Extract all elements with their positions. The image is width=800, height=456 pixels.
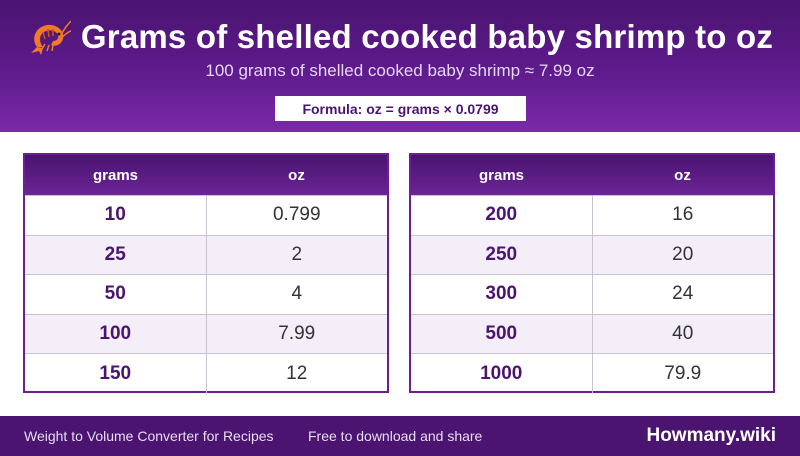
table-header: grams oz (25, 155, 387, 195)
grams-cell: 250 (411, 235, 593, 275)
footer-tagline: Free to download and share (308, 428, 483, 444)
footer-brand-logo[interactable]: Howmany.wiki (646, 425, 776, 446)
grams-cell: 300 (411, 275, 593, 314)
column-header-grams: grams (478, 166, 525, 184)
page-subtitle: 100 grams of shelled cooked baby shrimp … (205, 61, 595, 80)
table-row: 10 0.799 (25, 195, 387, 235)
oz-cell: 16 (672, 204, 694, 226)
column-header-oz: oz (674, 166, 691, 184)
grams-cell: 200 (411, 196, 593, 235)
grams-cell: 10 (25, 196, 207, 235)
table-row: 50 4 (25, 274, 387, 314)
conversion-table-right: grams oz 200 16 250 20 300 24 500 40 100… (409, 153, 775, 393)
title-row: Grams of shelled cooked baby shrimp to o… (0, 12, 800, 62)
table-row: 25 2 (25, 234, 387, 275)
grams-cell: 100 (25, 314, 207, 354)
grams-cell: 25 (25, 235, 207, 275)
conversion-table-left: grams oz 10 0.799 25 2 50 4 100 7.99 150… (23, 153, 389, 393)
footer-bar: Weight to Volume Converter for Recipes F… (0, 416, 800, 456)
table-header: grams oz (411, 155, 773, 195)
table-row: 300 24 (411, 274, 773, 314)
table-row: 150 12 (25, 353, 387, 393)
table-row: 100 7.99 (25, 313, 387, 354)
oz-cell: 20 (672, 243, 694, 265)
formula-box: Formula: oz = grams × 0.0799 (275, 96, 526, 121)
shrimp-icon (30, 20, 71, 55)
footer-app-link[interactable]: Weight to Volume Converter for Recipes (24, 428, 274, 444)
oz-cell: 40 (672, 323, 694, 345)
page-title: Grams of shelled cooked baby shrimp to o… (80, 18, 774, 55)
table-row: 200 16 (411, 195, 773, 235)
oz-cell: 4 (291, 283, 303, 305)
grams-cell: 1000 (411, 354, 593, 393)
oz-cell: 12 (286, 362, 308, 384)
oz-cell: 7.99 (278, 323, 316, 345)
oz-cell: 0.799 (272, 204, 321, 226)
oz-cell: 79.9 (664, 362, 702, 384)
oz-cell: 24 (672, 283, 694, 305)
grams-cell: 50 (25, 275, 207, 314)
header-banner: Grams of shelled cooked baby shrimp to o… (0, 0, 800, 132)
table-row: 500 40 (411, 313, 773, 354)
table-row: 250 20 (411, 234, 773, 275)
column-header-grams: grams (92, 166, 139, 184)
grams-cell: 500 (411, 314, 593, 354)
grams-cell: 150 (25, 354, 207, 393)
oz-cell: 2 (291, 243, 303, 265)
table-row: 1000 79.9 (411, 353, 773, 393)
column-header-oz: oz (288, 166, 305, 184)
